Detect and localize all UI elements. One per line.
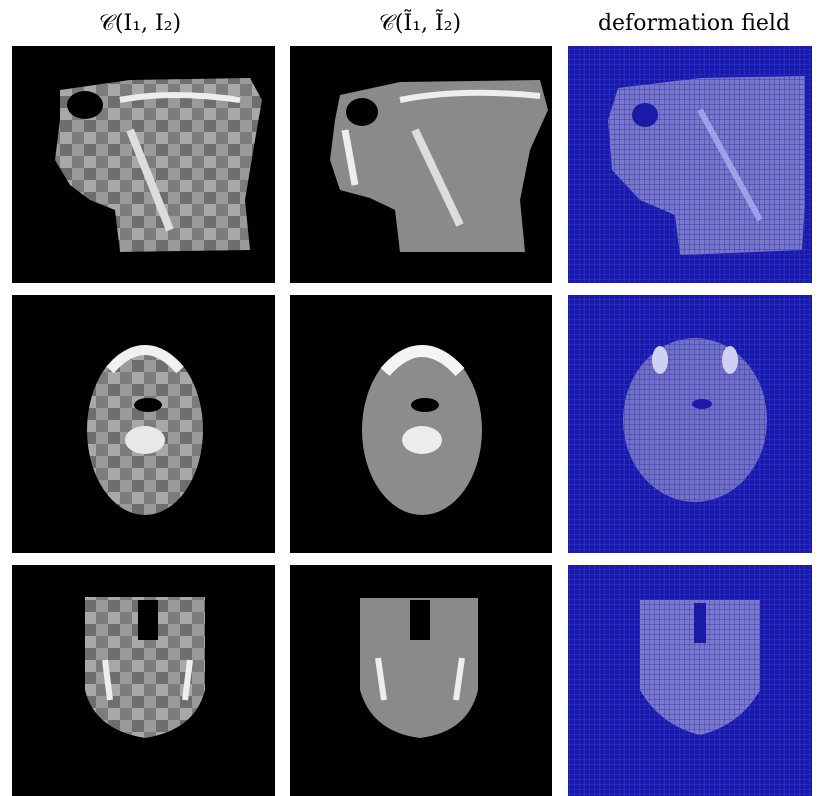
- column-header: 𝒞(I₁, I₂): [99, 11, 181, 36]
- panel: [568, 46, 812, 283]
- panel: [290, 565, 552, 796]
- panel: [568, 565, 812, 796]
- column-header: 𝒞(Ĩ₁, Ĩ₂): [379, 8, 461, 36]
- panel: [290, 295, 552, 553]
- panel: [568, 295, 812, 553]
- panel: [290, 46, 552, 283]
- panel: [12, 46, 275, 283]
- page: 𝒞(I₁, I₂) 𝒞(Ĩ₁, Ĩ₂) deformation field: [0, 0, 820, 796]
- panel: [12, 295, 275, 553]
- figure: 𝒞(I₁, I₂) 𝒞(Ĩ₁, Ĩ₂) deformation field: [0, 0, 820, 796]
- panel: [12, 565, 275, 796]
- column-header: deformation field: [598, 11, 790, 36]
